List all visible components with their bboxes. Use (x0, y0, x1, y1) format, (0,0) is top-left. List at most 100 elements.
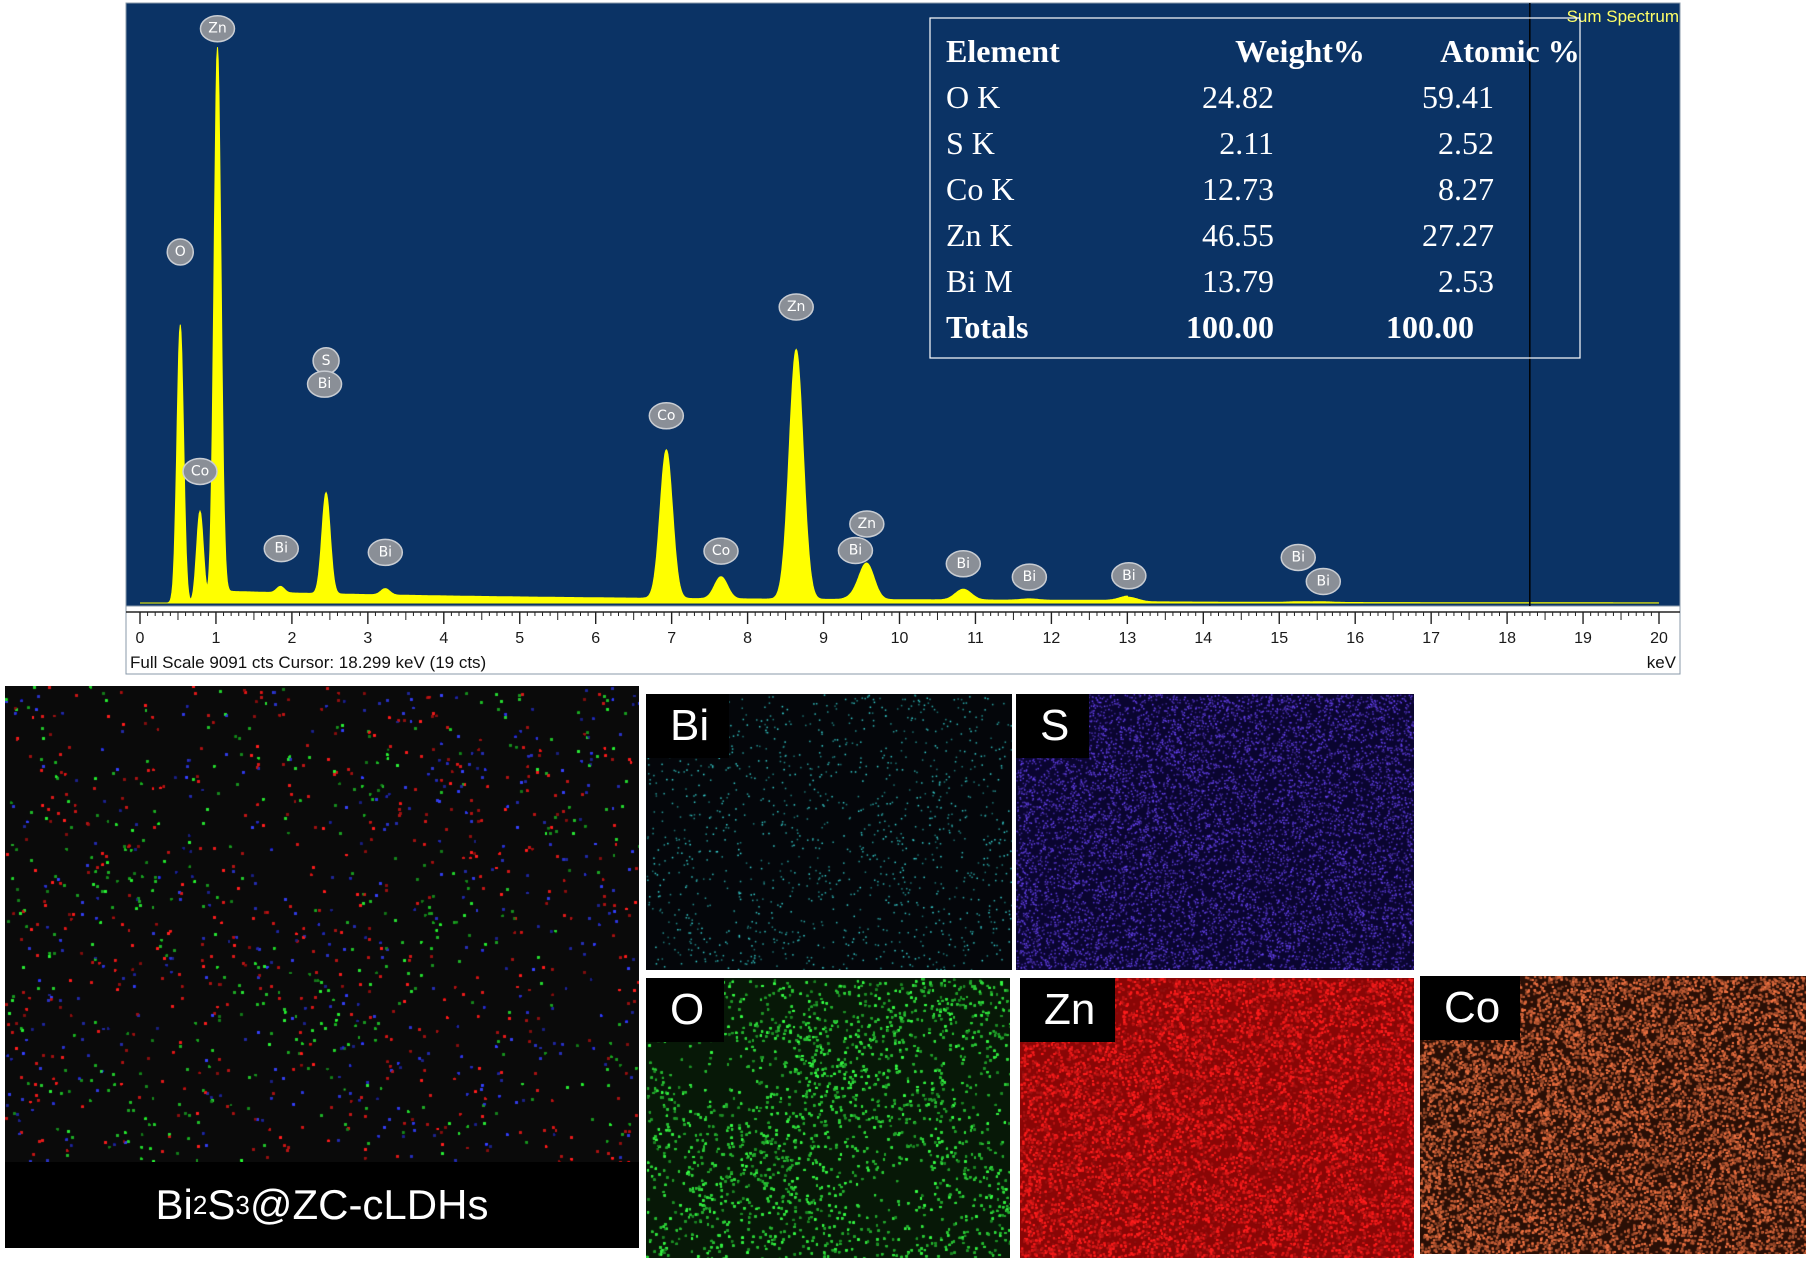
peak-label-badge (945, 550, 982, 578)
x-tick-label: 3 (363, 630, 372, 647)
table-cell: 12.73 (1202, 171, 1274, 207)
table-cell: Zn K (946, 217, 1013, 253)
peak-label-badge (182, 457, 218, 486)
peak-labels: O Co Zn Bi S Bi Bi Co Co Zn Bi Zn Bi Bi Bi Bi Bi (166, 14, 1342, 596)
map-o-label: O (646, 978, 725, 1042)
peak-label-bi-15: Bi (1280, 543, 1316, 572)
peak-label-badge (837, 536, 874, 565)
x-tick-label: 7 (667, 630, 676, 647)
peak-label-text: Co (657, 408, 675, 424)
peak-label-text: Bi (1317, 573, 1331, 589)
composition-table-frame (929, 17, 1581, 359)
x-tick-label: 9 (819, 630, 828, 647)
x-axis-unit: keV (1647, 653, 1677, 672)
caption-base: Bi (155, 1181, 193, 1228)
peak-label-o-0: O (166, 238, 195, 266)
caption-sub1: 2 (192, 1189, 208, 1220)
peak-label-text: O (175, 244, 186, 260)
peak-label-bi-6: Bi (367, 538, 404, 567)
table-header: Weight% (1235, 33, 1365, 69)
caption-mid: S (207, 1181, 236, 1228)
peak-label-text: Bi (318, 376, 332, 392)
caption-sub2: 3 (235, 1189, 250, 1220)
table-cell: 2.53 (1438, 263, 1494, 299)
peak-label-text: Zn (787, 299, 805, 315)
peak-label-bi-13: Bi (1011, 563, 1048, 591)
x-tick-label: 11 (967, 630, 984, 647)
x-tick-label: 4 (439, 630, 448, 647)
peak-label-badge (849, 510, 885, 538)
peak-label-zn-2: Zn (199, 14, 236, 43)
peak-label-text: Zn (208, 21, 226, 37)
peak-label-badge (306, 370, 343, 398)
peak-label-badge (199, 14, 236, 43)
peak-label-badge (648, 402, 685, 430)
map-s-label: S (1016, 694, 1090, 758)
peak-label-text: Bi (1122, 568, 1136, 584)
x-tick-label: 0 (136, 630, 145, 647)
peak-label-text: Zn (858, 516, 876, 532)
peak-label-badge (1011, 563, 1048, 591)
table-total-cell: 100.00 (1386, 309, 1474, 345)
x-tick-label: 6 (591, 630, 600, 647)
table-header: Atomic % (1440, 33, 1580, 69)
table-cell: 59.41 (1422, 79, 1494, 115)
peak-label-badge (1305, 567, 1342, 596)
spectrum-plot-area (125, 2, 1681, 607)
table-cell: S K (946, 125, 995, 161)
peak-label-text: Bi (1023, 569, 1037, 585)
peak-label-text: Bi (957, 556, 971, 572)
map-co: Co (1420, 976, 1806, 1254)
table-cell: 24.82 (1202, 79, 1274, 115)
caption-rest: @ZC-cLDHs (249, 1181, 489, 1228)
peak-label-text: Bi (1291, 549, 1305, 565)
x-tick-label: 5 (515, 630, 524, 647)
peak-label-zn-9: Zn (778, 293, 814, 321)
status-line: Full Scale 9091 cts Cursor: 18.299 keV (… (130, 653, 486, 672)
peak-label-badge (703, 537, 739, 565)
x-tick-label: 10 (891, 630, 909, 647)
table-cell: 2.11 (1219, 125, 1274, 161)
composition-table: Element Weight% Atomic % O K 24.82 59.41 S K 2.… (929, 17, 1581, 359)
x-tick-label: 1 (211, 630, 220, 647)
table-total-cell: 100.00 (1186, 309, 1274, 345)
x-tick-label: 18 (1498, 630, 1516, 647)
peak-label-co-7: Co (648, 402, 685, 430)
table-cell: Co K (946, 171, 1014, 207)
x-axis-ticks: 0 1 2 3 4 5 6 7 8 9 10 11 12 13 14 15 16 17 18 19 20 (136, 612, 1668, 647)
peak-label-text: Bi (379, 544, 393, 560)
peak-label-badge (263, 534, 300, 563)
x-tick-label: 20 (1650, 630, 1668, 647)
x-tick-label: 8 (743, 630, 752, 647)
table-cell: 13.79 (1202, 263, 1274, 299)
peak-label-co-1: Co (182, 457, 218, 486)
map-co-label: Co (1420, 976, 1521, 1040)
spectrum-title: Sum Spectrum (1567, 7, 1679, 26)
map-bi-label: Bi (646, 694, 730, 758)
composite-map-image (5, 686, 639, 1248)
peak-label-s-4: S (312, 347, 340, 375)
x-tick-label: 17 (1422, 630, 1440, 647)
x-tick-label: 15 (1270, 630, 1288, 647)
map-bi: Bi (646, 694, 1012, 970)
peak-label-bi-3: Bi (263, 534, 300, 563)
spectrum-svg: Sum Spectrum O Co Zn Bi S Bi Bi Co Co Zn Bi Zn Bi Bi B… (125, 2, 1681, 675)
map-zn-label: Zn (1020, 978, 1116, 1042)
peak-label-zn-11: Zn (849, 510, 885, 538)
peak-label-badge (1111, 562, 1147, 590)
peak-label-text: Co (191, 463, 209, 479)
table-cell: O K (946, 79, 1000, 115)
eds-spectrum-chart: Sum Spectrum O Co Zn Bi S Bi Bi Co Co Zn Bi Zn Bi Bi B… (124, 0, 1682, 675)
table-cell: 8.27 (1438, 171, 1494, 207)
table-cell: 2.52 (1438, 125, 1494, 161)
table-header: Element (946, 33, 1060, 69)
x-tick-label: 16 (1346, 630, 1364, 647)
x-tick-label: 2 (287, 630, 296, 647)
composite-caption: Bi 2 S 3 @ZC-cLDHs (5, 1162, 639, 1248)
peak-label-bi-12: Bi (945, 550, 982, 578)
x-tick-label: 12 (1043, 630, 1061, 647)
composite-map (5, 686, 639, 1248)
peak-label-bi-14: Bi (1111, 562, 1147, 590)
peak-label-badge (367, 538, 404, 567)
spectrum-series (140, 47, 1660, 604)
